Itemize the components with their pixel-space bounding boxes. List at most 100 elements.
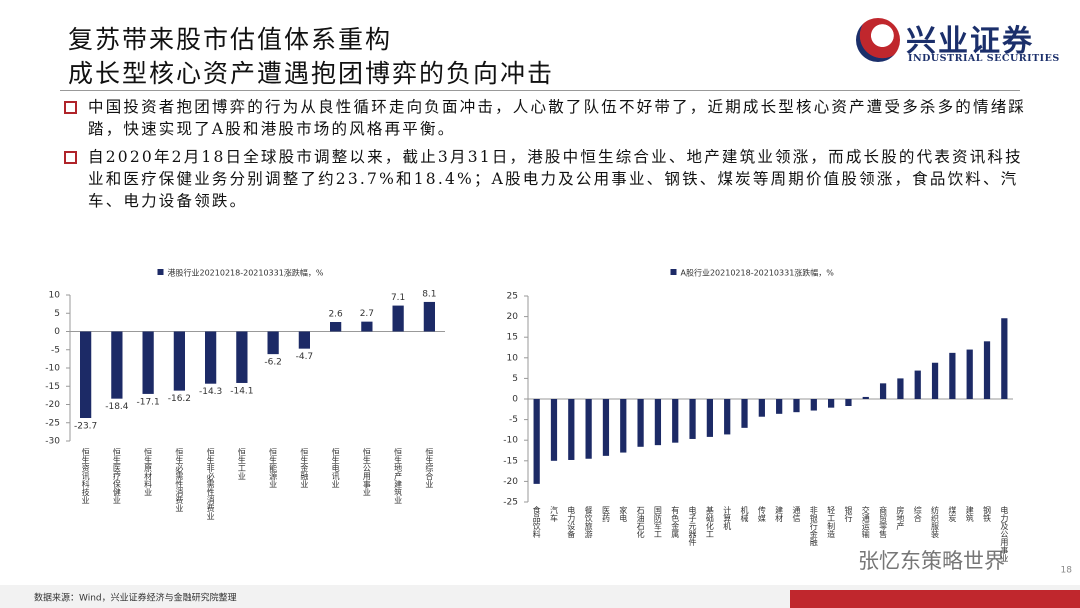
x-tick-label: 电子元器件	[688, 505, 697, 547]
data-label: 2.7	[360, 309, 374, 319]
x-tick-label: 煤炭	[948, 505, 957, 523]
bar	[654, 399, 662, 446]
x-tick-label: 餐饮旅游	[584, 506, 593, 539]
x-tick-label: 恒生原材料业	[144, 447, 153, 496]
y-tick-label: 10	[49, 291, 61, 301]
data-label: 8.1	[422, 289, 436, 299]
x-tick-label: 医药	[601, 506, 610, 523]
data-label: -23.7	[74, 422, 97, 432]
x-tick-label: 传媒	[757, 505, 766, 523]
x-tick-label: 恒生金融业	[300, 447, 309, 488]
bar	[568, 399, 575, 460]
y-tick-label: -15	[45, 382, 60, 392]
data-label: -17.1	[136, 397, 159, 407]
data-label: -6.2	[264, 358, 282, 368]
x-tick-label: 计算机	[723, 505, 732, 531]
bar	[931, 362, 939, 399]
bar	[173, 331, 185, 391]
bar	[689, 399, 696, 439]
bar	[706, 399, 713, 437]
data-label: -4.7	[296, 352, 314, 362]
x-tick-label: 食品饮料	[532, 505, 541, 539]
x-tick-label: 恒生综合业	[425, 447, 434, 488]
x-tick-label: 综合	[913, 505, 922, 523]
y-tick-label: 0	[54, 327, 60, 337]
y-tick-label: -25	[45, 418, 60, 428]
logo-text: 兴业证券	[906, 24, 1034, 59]
legend-swatch	[670, 269, 677, 275]
x-tick-label: 恒生资讯科技业	[81, 447, 90, 504]
x-tick-label: 建筑	[965, 505, 974, 523]
x-tick-label: 商贸零售	[879, 505, 888, 539]
bar	[845, 399, 852, 407]
bar	[330, 322, 342, 332]
x-tick-label: 恒生公用事业	[362, 447, 371, 496]
page-number: 18	[1061, 566, 1073, 576]
bar	[741, 399, 748, 428]
chart-title: A股行业20210218-20210331涨跌幅，%	[681, 268, 835, 278]
x-tick-label: 国防军工	[653, 506, 662, 538]
bar	[776, 399, 783, 414]
y-tick-label: -25	[503, 498, 518, 508]
data-label: 7.1	[391, 293, 405, 303]
x-tick-label: 交通运输	[861, 505, 870, 539]
x-tick-label: 恒生必需性消费业	[175, 447, 184, 512]
x-tick-label: 电力及公用事业	[1000, 505, 1009, 562]
x-tick-label: 银行	[844, 505, 853, 523]
y-tick-label: -20	[45, 400, 60, 410]
x-tick-label: 汽车	[549, 505, 558, 523]
y-tick-label: -10	[45, 364, 60, 374]
x-tick-label: 恒生工业	[237, 447, 246, 480]
bar	[793, 399, 800, 413]
y-tick-label: -15	[503, 456, 518, 466]
bar	[585, 399, 592, 459]
bar	[602, 399, 610, 456]
x-tick-label: 恒生医疗保健业	[112, 447, 121, 504]
y-tick-label: -30	[45, 437, 60, 447]
x-tick-label: 家电	[619, 505, 628, 522]
x-tick-label: 恒生能源业	[269, 447, 278, 488]
bar	[637, 399, 644, 447]
data-label: 2.6	[328, 310, 343, 320]
x-tick-label: 恒生地产建筑业	[394, 447, 403, 504]
bar	[672, 399, 679, 443]
bar	[914, 370, 921, 399]
y-tick-label: 5	[54, 309, 60, 319]
x-tick-label: 非银行金融	[809, 505, 818, 547]
data-label: -14.3	[199, 387, 222, 397]
bar	[111, 331, 123, 399]
bar	[897, 378, 904, 399]
bar	[1001, 318, 1008, 399]
bar	[620, 399, 627, 453]
x-tick-label: 基础化工	[705, 505, 714, 538]
bar	[724, 399, 731, 435]
y-tick-label: 0	[512, 395, 518, 405]
bar	[983, 341, 991, 399]
y-tick-label: 5	[512, 374, 518, 384]
bar	[423, 301, 435, 332]
y-tick-label: -10	[503, 436, 518, 446]
bar	[80, 331, 92, 419]
footer-accent	[790, 590, 1080, 608]
y-tick-label: 10	[507, 353, 519, 363]
data-label: -18.4	[105, 402, 129, 412]
x-tick-label: 钢铁	[983, 505, 992, 523]
x-tick-label: 房地产	[896, 505, 905, 531]
y-tick-label: 25	[507, 292, 518, 302]
bullet-text: 中国投资者抱团博弈的行为从良性循环走向负面冲击，人心散了队伍不好带了，近期成长型…	[88, 98, 1027, 138]
x-tick-label: 建材	[775, 505, 784, 522]
bar	[879, 383, 887, 399]
bar	[142, 331, 154, 394]
bar	[298, 331, 310, 349]
bullet-text: 自2020年2月18日全球股市调整以来，截止3月31日，港股中恒生综合业、地产建…	[88, 148, 1023, 210]
y-tick-label: 15	[507, 333, 518, 343]
bar	[533, 399, 540, 484]
bar	[267, 331, 279, 355]
x-tick-label: 恒生电讯业	[331, 447, 340, 488]
chart-title: 港股行业20210218-20210331涨跌幅，%	[168, 268, 324, 278]
bar	[828, 399, 835, 408]
x-tick-label: 有色金属	[671, 505, 680, 539]
footer-source: 数据来源：Wind，兴业证券经济与金融研究院整理	[34, 592, 237, 604]
